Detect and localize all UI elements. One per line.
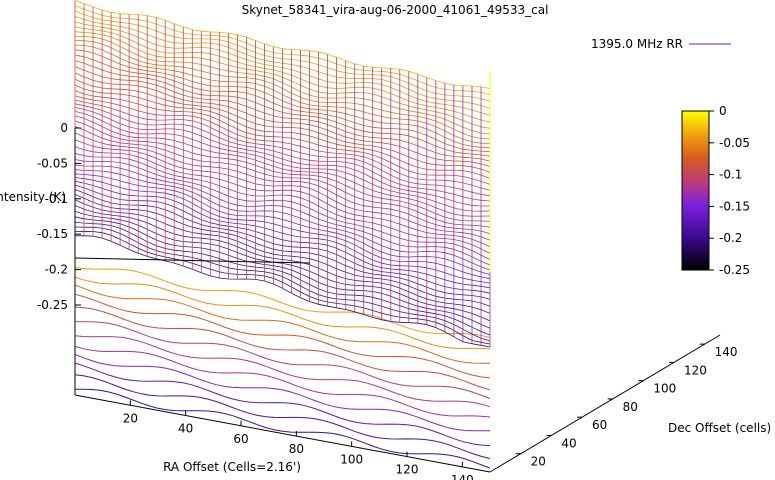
y-tick-label: 20 [531,455,546,469]
x-axis-line [74,394,491,473]
tick-labels: 20 40 60 80 100 120 140 20 40 60 80 100 120 140 0 -0.05… [37,121,738,480]
colorbar-tick-label: -0.05 [719,136,750,150]
z-tick-label: 0 [60,121,68,135]
contour-line [74,354,491,432]
y-tick-label: 140 [715,345,738,359]
contour-line [74,306,491,391]
y-tick-label: 80 [623,400,638,414]
surface-mesh [74,0,491,348]
x-tick-label: 100 [340,452,363,466]
contour-lines [74,266,491,469]
contour-line [74,362,491,447]
x-tick-label: 80 [289,442,304,456]
back-edge-line [74,257,311,264]
colorbar-tick-label: -0.25 [719,263,750,277]
legend: 1395.0 MHz RR [591,37,731,51]
z-tick-label: -0.2 [45,263,68,277]
legend-label: 1395.0 MHz RR [591,37,683,51]
colorbar-tick-label: 0 [719,104,727,118]
z-tick-label: -0.1 [45,192,68,206]
contour-line [74,345,491,418]
colorbar-ticks: 0 -0.05 -0.1 -0.15 -0.2 -0.25 [709,104,750,277]
contour-line [74,388,491,469]
z-tick-label: -0.15 [37,227,68,241]
x-tick-label: 40 [178,422,193,436]
z-axis-label: Intensity (K) [0,190,66,204]
colorbar-gradient [681,110,710,271]
x-axis-label: RA Offset (Cells=2.16') [163,460,301,474]
z-tick-label: -0.05 [37,156,68,170]
y-tick-label: 120 [684,363,707,377]
contour-line [74,293,491,379]
x-tick-label: 140 [451,473,474,480]
contour-line [74,335,491,408]
colorbar: 0 -0.05 -0.1 -0.15 -0.2 -0.25 [681,104,750,277]
colorbar-tick-label: -0.2 [719,231,742,245]
contour-line [74,266,491,338]
chart-title: Skynet_58341_vira-aug-06-2000_41061_4953… [242,3,549,17]
contour-line [74,321,491,400]
x-tick-label: 120 [396,463,419,477]
y-tick-label: 40 [561,436,576,450]
axes-frame [74,128,721,473]
y-tick-label: 60 [592,418,607,432]
contour-line [74,284,491,364]
z-tick-label: -0.25 [37,298,68,312]
colorbar-tick-label: -0.15 [719,199,750,213]
y-axis-label: Dec Offset (cells) [668,421,771,435]
x-tick-label: 20 [123,411,138,425]
y-axis-line [489,334,721,473]
contour-line [74,374,491,459]
contour-line [74,276,491,350]
colorbar-tick-label: -0.1 [719,168,742,182]
y-tick-label: 100 [653,382,676,396]
x-tick-label: 60 [233,432,248,446]
